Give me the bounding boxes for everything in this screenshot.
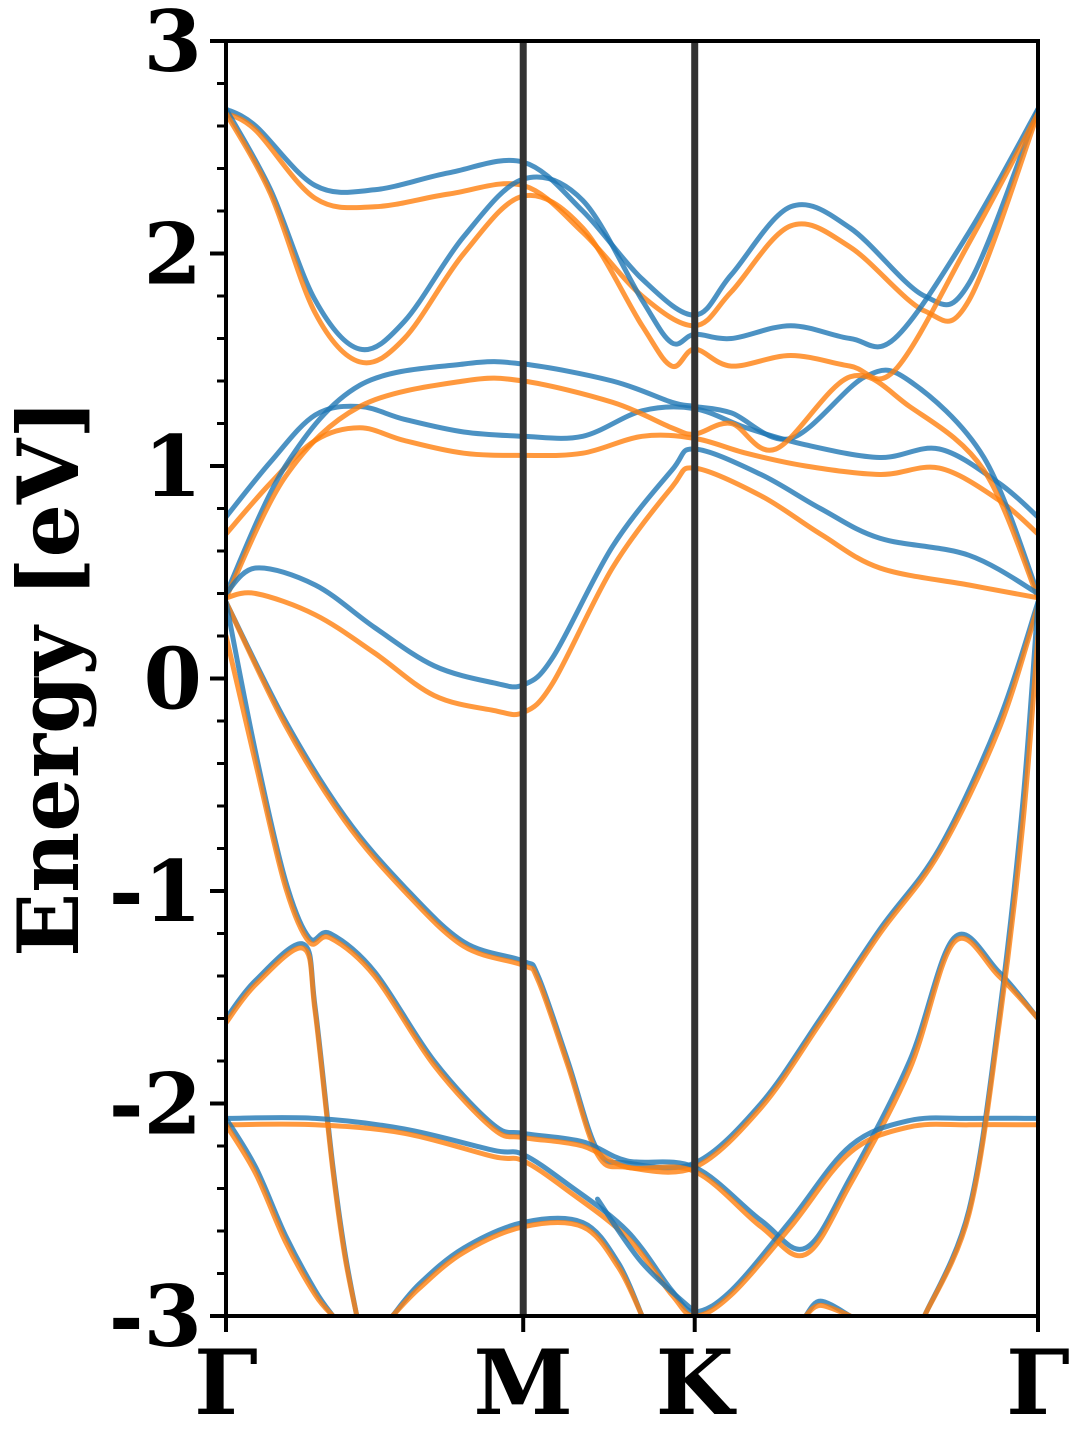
y-tick-label: -1 [109,842,202,941]
band-line-blue-8 [226,106,1038,353]
band-line-orange-26 [922,633,1038,1316]
band-line-blue-20 [389,1215,645,1316]
band-lines [226,106,1038,1316]
band-line-orange-3 [226,372,1038,601]
band-line-orange-11 [226,599,1038,1175]
x-tick-label-K: K [656,1330,737,1436]
band-line-orange-5 [226,465,1038,718]
y-tick-label: 3 [144,0,202,91]
band-line-blue-2 [226,359,1038,596]
band-line-orange-21 [389,1220,645,1316]
x-tick-label-Γ: Γ [1006,1330,1070,1436]
y-tick-label: 0 [144,630,202,729]
band-line-orange-24 [803,1302,853,1316]
y-tick-label: -3 [109,1267,202,1366]
kpoint-lines [519,41,699,1316]
band-line-orange-15 [226,945,360,1316]
band-line-blue-0 [226,403,1038,520]
band-line-blue-22 [595,1196,698,1315]
axis-ticks [210,39,1040,1332]
band-line-orange-7 [226,110,1038,329]
band-line-orange-1 [226,425,1038,537]
y-tick-labels: -3 -2 -1 0 1 2 3 [109,0,202,1366]
y-tick-label: 2 [144,205,202,304]
x-tick-label-Γ: Γ [194,1330,258,1436]
band-line-orange-19 [226,1122,336,1316]
y-tick-label: 1 [144,417,202,516]
y-axis-label: Energy [eV] [0,399,98,957]
x-tick-label-M: M [473,1330,573,1436]
y-tick-label: -2 [109,1055,202,1154]
band-line-blue-4 [226,446,1038,690]
band-line-blue-12 [226,599,1038,1252]
band-line-orange-9 [226,110,1038,382]
band-line-blue-6 [226,106,1038,318]
band-line-orange-13 [226,633,1038,1259]
